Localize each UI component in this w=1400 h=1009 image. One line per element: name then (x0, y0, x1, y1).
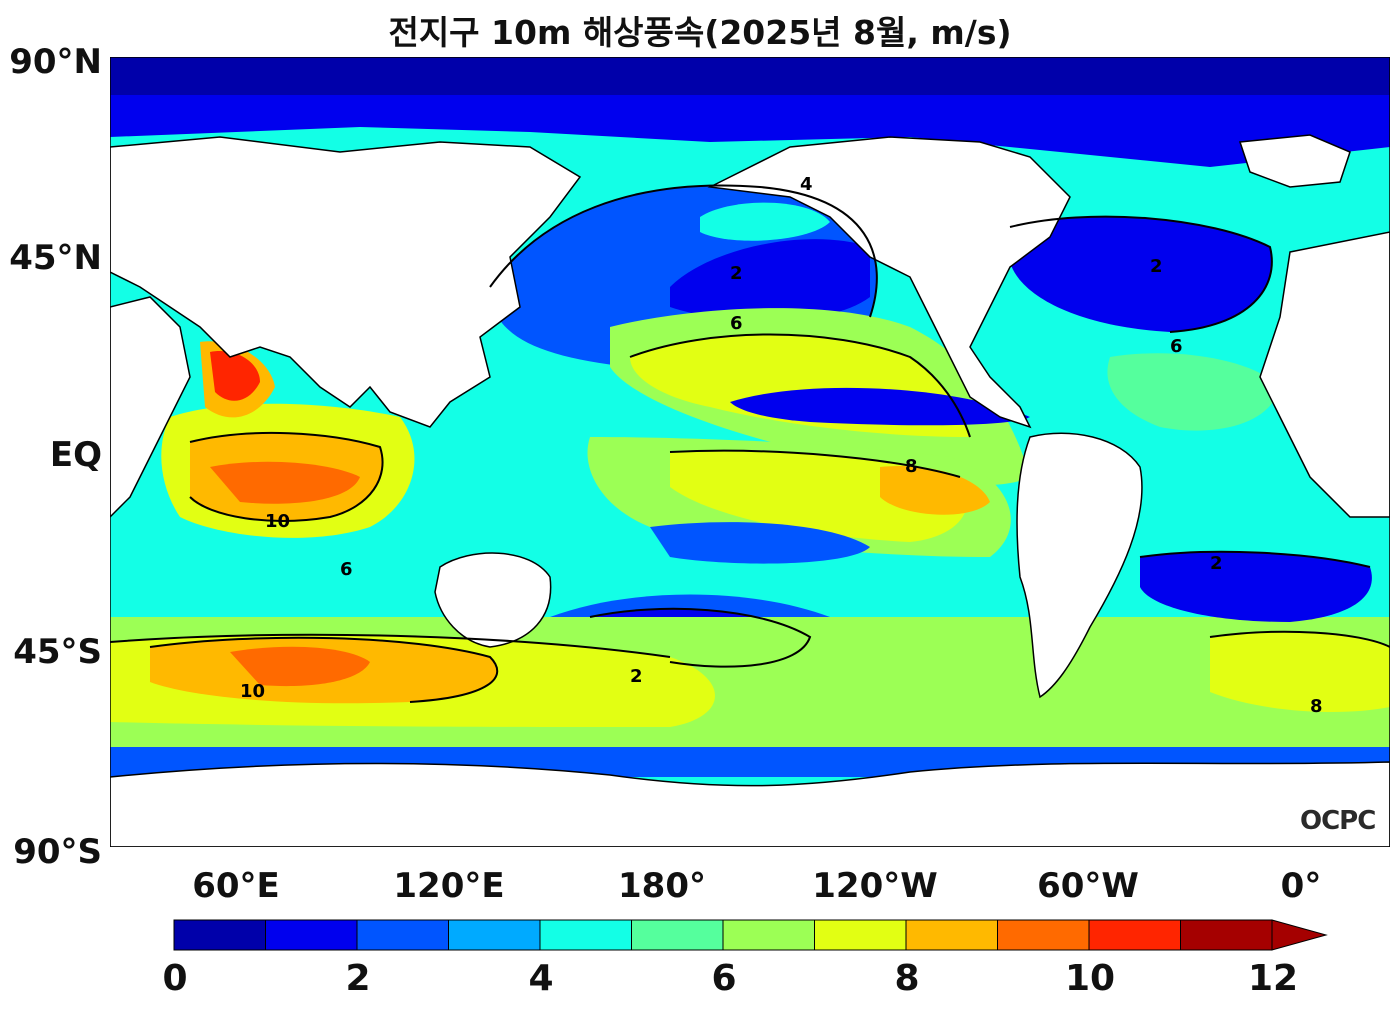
arctic-calm-band (110, 57, 1390, 95)
colorbar-tick-label: 12 (1247, 958, 1299, 999)
contour-label: 10 (240, 681, 265, 702)
contour-label: 2 (1210, 553, 1223, 574)
satl-westerlies (1210, 631, 1390, 712)
eurasia (110, 136, 582, 428)
lon-label-60w: 60°W (1037, 866, 1139, 906)
indian-trade-max (210, 461, 360, 504)
africa-europe-east (1259, 231, 1390, 518)
contour-label: 2 (1150, 256, 1163, 277)
itcz-low (730, 387, 1030, 426)
satl-low (1140, 551, 1372, 622)
lon-label-180: 180° (618, 866, 706, 906)
colorbar-segment (631, 919, 724, 951)
colorbar-segment (265, 919, 358, 951)
contour-line (110, 633, 671, 658)
colorbar-segment (1180, 919, 1273, 951)
map-title: 전지구 10m 해상풍속(2025년 8월, m/s) (388, 13, 1012, 52)
colorbar-tick-label: 10 (1064, 958, 1116, 999)
north-america (707, 136, 1071, 429)
somali-jet-core (210, 351, 260, 401)
contour-line (149, 636, 499, 703)
wind-speed-map: 2 4 6 8 10 6 10 2 2 8 2 6 (110, 57, 1390, 847)
colorbar-tick-label: 6 (711, 958, 737, 999)
natl-low (1010, 216, 1272, 332)
colorbar-extend-arrow (1271, 919, 1328, 951)
contour-label: 6 (730, 313, 743, 334)
land (110, 134, 1390, 847)
lon-label-60e: 60°E (192, 866, 280, 906)
colorbar-segment (539, 919, 632, 951)
lat-label-90s: 90°S (13, 832, 102, 872)
contour-line (629, 333, 971, 438)
spac-low (650, 522, 870, 564)
natl-trade (1107, 353, 1280, 431)
contour-line (489, 184, 878, 318)
south-america (1016, 432, 1143, 699)
lat-label-45n: 45°N (9, 238, 102, 278)
africa-east (110, 296, 191, 519)
lon-label-0: 0° (1280, 866, 1322, 906)
colorbar (173, 919, 1328, 951)
colorbar-segment (814, 919, 907, 951)
colorbar-tick-label: 2 (345, 958, 371, 999)
colorbar-tick-label: 4 (528, 958, 554, 999)
greenland (1238, 134, 1351, 188)
contour-label: 2 (630, 666, 643, 687)
colorbar-tick-label: 8 (894, 958, 920, 999)
npac-mid-patch (700, 202, 830, 241)
contour-line (1139, 550, 1371, 568)
colorbar-segment (997, 919, 1090, 951)
colorbar-segment (173, 919, 266, 951)
ocpc-logo: OCPC (1300, 806, 1376, 836)
contour-label: 6 (340, 559, 353, 580)
colorbar-segment (448, 919, 541, 951)
contour-label: 6 (1170, 336, 1183, 357)
se-trade-max (880, 466, 990, 515)
lon-label-120e: 120°E (393, 866, 505, 906)
contour-line (189, 431, 384, 522)
lon-label-120w: 120°W (812, 866, 938, 906)
colorbar-segment (905, 919, 998, 951)
contour-label: 8 (1310, 696, 1323, 717)
npac-low-inner (670, 239, 870, 321)
contour-labels: 2 4 6 8 10 6 10 2 2 8 2 6 (240, 174, 1323, 717)
lat-label-eq: EQ (49, 435, 102, 475)
lat-label-90n: 90°N (9, 42, 102, 82)
contour-label: 4 (800, 174, 813, 195)
colorbar-segment (722, 919, 815, 951)
contour-line (1009, 215, 1273, 333)
australia (434, 552, 552, 648)
southern-belt-max (230, 646, 370, 687)
contour-line (589, 607, 812, 668)
contour-label: 10 (265, 511, 290, 532)
contour-line (669, 449, 961, 478)
contour-lines (110, 184, 1390, 703)
colorbar-tick-label: 0 (162, 958, 188, 999)
contour-label: 2 (730, 263, 743, 284)
arctic-low-wind (110, 95, 1390, 167)
antarctica (110, 761, 1390, 847)
contour-line (1209, 630, 1390, 648)
lat-label-45s: 45°S (13, 632, 102, 672)
colorbar-segment (1088, 919, 1181, 951)
contour-label: 8 (905, 456, 918, 477)
colorbar-segment (356, 919, 449, 951)
